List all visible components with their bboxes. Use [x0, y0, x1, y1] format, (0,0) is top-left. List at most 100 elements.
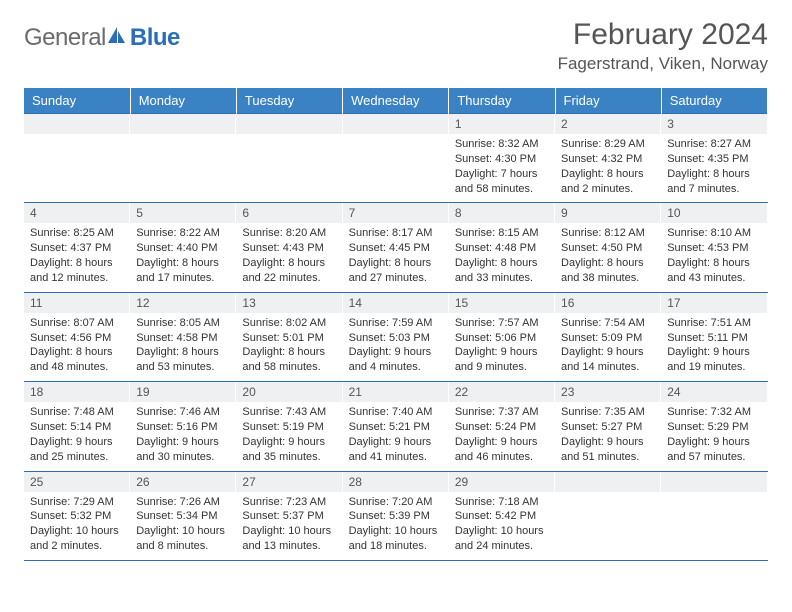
empty-day-number: [661, 472, 767, 492]
day-number: 3: [661, 114, 767, 134]
day-number: 8: [449, 203, 555, 223]
day-info: Sunrise: 7:18 AMSunset: 5:42 PMDaylight:…: [449, 492, 555, 560]
calendar-cell: 17Sunrise: 7:51 AMSunset: 5:11 PMDayligh…: [661, 292, 767, 381]
calendar-cell-empty: [661, 471, 767, 560]
day-number: 23: [555, 382, 661, 402]
day-number: 18: [24, 382, 130, 402]
day-info: Sunrise: 7:40 AMSunset: 5:21 PMDaylight:…: [343, 402, 449, 470]
day-number: 6: [236, 203, 342, 223]
calendar-table: SundayMondayTuesdayWednesdayThursdayFrid…: [24, 88, 768, 561]
day-number: 1: [449, 114, 555, 134]
calendar-cell: 14Sunrise: 7:59 AMSunset: 5:03 PMDayligh…: [343, 292, 449, 381]
calendar-body: 1Sunrise: 8:32 AMSunset: 4:30 PMDaylight…: [24, 114, 768, 561]
calendar-cell: 1Sunrise: 8:32 AMSunset: 4:30 PMDaylight…: [449, 114, 555, 203]
day-number: 11: [24, 293, 130, 313]
empty-day-number: [130, 114, 236, 134]
weekday-header-row: SundayMondayTuesdayWednesdayThursdayFrid…: [24, 88, 768, 114]
logo: General Blue: [24, 18, 180, 52]
calendar-cell: 2Sunrise: 8:29 AMSunset: 4:32 PMDaylight…: [555, 114, 661, 203]
day-info: Sunrise: 8:07 AMSunset: 4:56 PMDaylight:…: [24, 313, 130, 381]
day-info: Sunrise: 8:17 AMSunset: 4:45 PMDaylight:…: [343, 223, 449, 291]
calendar-cell: 24Sunrise: 7:32 AMSunset: 5:29 PMDayligh…: [661, 382, 767, 471]
weekday-header: Wednesday: [343, 88, 449, 114]
calendar-cell: 23Sunrise: 7:35 AMSunset: 5:27 PMDayligh…: [555, 382, 661, 471]
weekday-header: Tuesday: [236, 88, 342, 114]
day-info: Sunrise: 8:02 AMSunset: 5:01 PMDaylight:…: [236, 313, 342, 381]
calendar-row: 18Sunrise: 7:48 AMSunset: 5:14 PMDayligh…: [24, 382, 768, 471]
day-number: 17: [661, 293, 767, 313]
day-number: 22: [449, 382, 555, 402]
day-info: Sunrise: 8:29 AMSunset: 4:32 PMDaylight:…: [555, 134, 661, 202]
calendar-cell: 10Sunrise: 8:10 AMSunset: 4:53 PMDayligh…: [661, 203, 767, 292]
day-info: Sunrise: 8:10 AMSunset: 4:53 PMDaylight:…: [661, 223, 767, 291]
day-number: 20: [236, 382, 342, 402]
day-info: Sunrise: 8:20 AMSunset: 4:43 PMDaylight:…: [236, 223, 342, 291]
calendar-cell: 9Sunrise: 8:12 AMSunset: 4:50 PMDaylight…: [555, 203, 661, 292]
calendar-cell: 28Sunrise: 7:20 AMSunset: 5:39 PMDayligh…: [343, 471, 449, 560]
location-label: Fagerstrand, Viken, Norway: [558, 54, 768, 74]
weekday-header: Friday: [555, 88, 661, 114]
calendar-cell: 27Sunrise: 7:23 AMSunset: 5:37 PMDayligh…: [236, 471, 342, 560]
day-info: Sunrise: 8:27 AMSunset: 4:35 PMDaylight:…: [661, 134, 767, 202]
day-number: 15: [449, 293, 555, 313]
calendar-cell: 3Sunrise: 8:27 AMSunset: 4:35 PMDaylight…: [661, 114, 767, 203]
day-info: Sunrise: 7:23 AMSunset: 5:37 PMDaylight:…: [236, 492, 342, 560]
calendar-cell: 4Sunrise: 8:25 AMSunset: 4:37 PMDaylight…: [24, 203, 130, 292]
calendar-cell: 8Sunrise: 8:15 AMSunset: 4:48 PMDaylight…: [449, 203, 555, 292]
calendar-cell: 22Sunrise: 7:37 AMSunset: 5:24 PMDayligh…: [449, 382, 555, 471]
calendar-cell: 29Sunrise: 7:18 AMSunset: 5:42 PMDayligh…: [449, 471, 555, 560]
day-info: Sunrise: 7:59 AMSunset: 5:03 PMDaylight:…: [343, 313, 449, 381]
calendar-cell: 5Sunrise: 8:22 AMSunset: 4:40 PMDaylight…: [130, 203, 236, 292]
day-number: 27: [236, 472, 342, 492]
day-info: Sunrise: 7:20 AMSunset: 5:39 PMDaylight:…: [343, 492, 449, 560]
day-info: Sunrise: 7:48 AMSunset: 5:14 PMDaylight:…: [24, 402, 130, 470]
calendar-cell: 6Sunrise: 8:20 AMSunset: 4:43 PMDaylight…: [236, 203, 342, 292]
calendar-cell: 19Sunrise: 7:46 AMSunset: 5:16 PMDayligh…: [130, 382, 236, 471]
calendar-cell: 26Sunrise: 7:26 AMSunset: 5:34 PMDayligh…: [130, 471, 236, 560]
calendar-cell: 11Sunrise: 8:07 AMSunset: 4:56 PMDayligh…: [24, 292, 130, 381]
empty-day-number: [555, 472, 661, 492]
weekday-header: Monday: [130, 88, 236, 114]
day-number: 19: [130, 382, 236, 402]
day-info: Sunrise: 7:37 AMSunset: 5:24 PMDaylight:…: [449, 402, 555, 470]
day-number: 5: [130, 203, 236, 223]
day-info: Sunrise: 7:29 AMSunset: 5:32 PMDaylight:…: [24, 492, 130, 560]
calendar-row: 25Sunrise: 7:29 AMSunset: 5:32 PMDayligh…: [24, 471, 768, 560]
calendar-cell: 12Sunrise: 8:05 AMSunset: 4:58 PMDayligh…: [130, 292, 236, 381]
calendar-row: 4Sunrise: 8:25 AMSunset: 4:37 PMDaylight…: [24, 203, 768, 292]
weekday-header: Saturday: [661, 88, 767, 114]
month-title: February 2024: [558, 18, 768, 52]
day-number: 24: [661, 382, 767, 402]
day-info: Sunrise: 7:51 AMSunset: 5:11 PMDaylight:…: [661, 313, 767, 381]
day-number: 26: [130, 472, 236, 492]
day-info: Sunrise: 7:26 AMSunset: 5:34 PMDaylight:…: [130, 492, 236, 560]
day-number: 12: [130, 293, 236, 313]
day-info: Sunrise: 7:46 AMSunset: 5:16 PMDaylight:…: [130, 402, 236, 470]
day-info: Sunrise: 7:54 AMSunset: 5:09 PMDaylight:…: [555, 313, 661, 381]
day-info: Sunrise: 8:05 AMSunset: 4:58 PMDaylight:…: [130, 313, 236, 381]
empty-day-number: [24, 114, 130, 134]
calendar-cell-empty: [24, 114, 130, 203]
logo-text-1: General: [24, 24, 106, 51]
day-info: Sunrise: 7:57 AMSunset: 5:06 PMDaylight:…: [449, 313, 555, 381]
header-right: February 2024 Fagerstrand, Viken, Norway: [558, 18, 768, 74]
day-number: 16: [555, 293, 661, 313]
calendar-cell-empty: [236, 114, 342, 203]
day-number: 2: [555, 114, 661, 134]
calendar-cell: 21Sunrise: 7:40 AMSunset: 5:21 PMDayligh…: [343, 382, 449, 471]
day-number: 28: [343, 472, 449, 492]
calendar-cell: 15Sunrise: 7:57 AMSunset: 5:06 PMDayligh…: [449, 292, 555, 381]
day-info: Sunrise: 8:25 AMSunset: 4:37 PMDaylight:…: [24, 223, 130, 291]
calendar-row: 1Sunrise: 8:32 AMSunset: 4:30 PMDaylight…: [24, 114, 768, 203]
calendar-cell: 7Sunrise: 8:17 AMSunset: 4:45 PMDaylight…: [343, 203, 449, 292]
day-number: 25: [24, 472, 130, 492]
weekday-header: Sunday: [24, 88, 130, 114]
empty-day-number: [236, 114, 342, 134]
day-number: 21: [343, 382, 449, 402]
day-number: 10: [661, 203, 767, 223]
calendar-cell-empty: [555, 471, 661, 560]
logo-text-2: Blue: [130, 24, 180, 52]
day-number: 7: [343, 203, 449, 223]
calendar-cell-empty: [130, 114, 236, 203]
day-info: Sunrise: 8:12 AMSunset: 4:50 PMDaylight:…: [555, 223, 661, 291]
